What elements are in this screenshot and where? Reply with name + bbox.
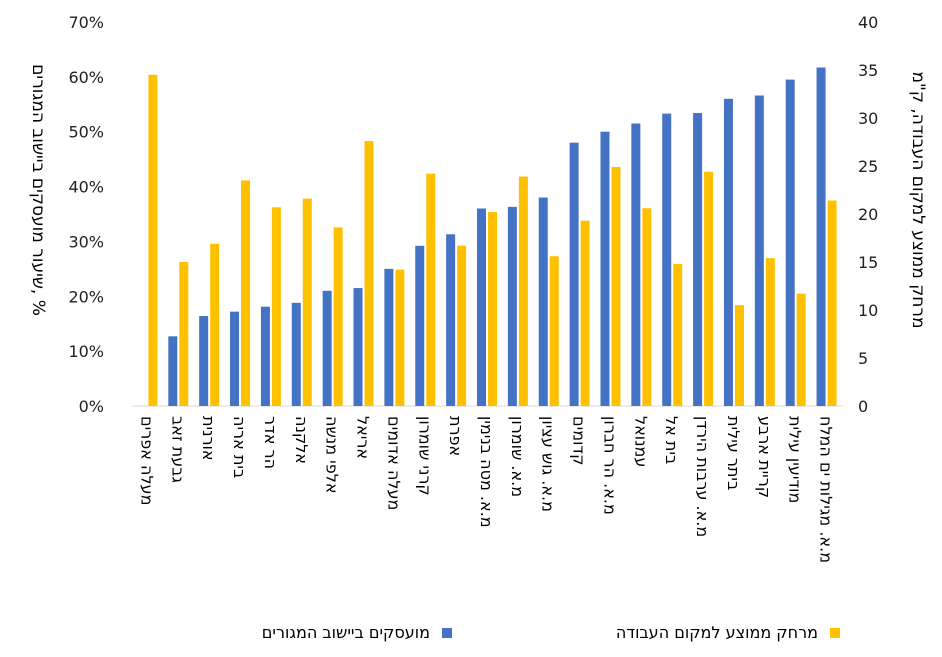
category-label: אריאל: [354, 416, 373, 459]
left-tick-label: 30%: [68, 232, 104, 251]
left-tick-label: 70%: [68, 13, 104, 32]
bar-employed: [230, 311, 240, 406]
category-label: אורנית: [199, 416, 218, 461]
bar-distance: [765, 258, 775, 406]
category-label: מעלה אדומים: [384, 416, 403, 510]
right-tick-label: 40: [858, 13, 878, 32]
bar-employed: [785, 79, 795, 406]
bar-distance: [642, 208, 652, 406]
bars: [148, 67, 837, 407]
category-label: בית אריה: [230, 416, 249, 478]
category-label: עמנואל: [631, 416, 650, 467]
bar-employed: [600, 131, 610, 406]
left-axis-ticks: 0% 10% 20% 30% 40% 50% 60% 70%: [68, 13, 104, 416]
bar-employed: [322, 290, 332, 406]
right-tick-label: 15: [858, 253, 878, 272]
bar-distance: [426, 173, 436, 406]
left-tick-label: 10%: [68, 342, 104, 361]
bar-distance: [704, 171, 714, 406]
right-tick-label: 10: [858, 301, 878, 320]
right-axis-ticks: 0 5 10 15 20 25 30 35 40: [858, 13, 878, 416]
bar-distance: [549, 256, 559, 406]
bar-distance: [179, 262, 189, 406]
left-tick-label: 0%: [79, 397, 104, 416]
bar-distance: [827, 200, 837, 406]
bar-distance: [241, 180, 251, 406]
left-tick-label: 60%: [68, 68, 104, 87]
bar-distance: [673, 263, 683, 406]
left-axis-title: שיעור מועסקים ביישוב המגורים, %: [28, 64, 48, 316]
bar-employed: [477, 208, 486, 406]
bar-distance: [333, 227, 343, 406]
right-tick-label: 0: [858, 397, 868, 416]
bar-distance: [488, 212, 497, 406]
bar-employed: [538, 197, 548, 406]
bar-distance: [611, 166, 621, 406]
right-tick-label: 35: [858, 61, 878, 80]
bar-distance: [271, 207, 281, 406]
category-label: מעלה אפרים: [137, 416, 156, 505]
bar-employed: [353, 288, 363, 406]
category-label: מ.א. מטה בנימין: [477, 416, 496, 528]
bar-distance: [734, 305, 744, 406]
right-tick-label: 30: [858, 109, 878, 128]
bar-employed: [384, 268, 394, 406]
bar-distance: [148, 74, 158, 407]
bar-distance: [210, 243, 220, 406]
bar-distance: [796, 293, 806, 406]
right-tick-label: 5: [858, 349, 868, 368]
bar-employed: [199, 316, 209, 406]
bar-distance: [395, 269, 405, 406]
bar-distance: [518, 176, 528, 406]
category-label: בית אל: [662, 416, 681, 464]
category-label: מודיעין עילית: [786, 416, 805, 503]
category-label: מ.א. הר חברון: [600, 416, 619, 515]
bar-employed: [693, 113, 703, 406]
bar-employed: [291, 302, 301, 406]
left-tick-label: 20%: [68, 287, 104, 306]
category-label: מ.א. מגילות ים המלח: [817, 416, 836, 563]
bar-employed: [260, 306, 270, 406]
category-label: אלקנה: [292, 416, 311, 464]
left-tick-label: 50%: [68, 123, 104, 142]
category-label: קרני שומרון: [415, 416, 434, 496]
legend-label-distance: מרחק ממוצע למקום העבודה: [616, 623, 818, 642]
category-label: מ.א. שומרון: [508, 416, 527, 497]
category-label: אפרת: [446, 416, 465, 456]
category-label: הר אדר: [261, 416, 280, 469]
bar-employed: [754, 95, 764, 406]
bar-distance: [364, 141, 374, 407]
right-tick-label: 20: [858, 205, 878, 224]
bar-distance: [457, 245, 467, 406]
category-label: אלפי מנשה: [323, 416, 342, 494]
category-label: קריית ארבע: [755, 416, 774, 498]
bar-employed: [569, 142, 579, 406]
right-axis-title: מרחק ממוצע למקום העבודה, ק"מ: [908, 72, 928, 329]
category-label: גבעת זאב: [168, 416, 187, 483]
bar-employed: [507, 206, 517, 406]
bar-employed: [446, 234, 456, 406]
bar-distance: [580, 220, 590, 406]
bar-distance: [302, 198, 312, 406]
legend: מועסקים ביישוב המגורים מרחק ממוצע למקום …: [262, 623, 840, 642]
left-tick-label: 40%: [68, 178, 104, 197]
right-tick-label: 25: [858, 157, 878, 176]
category-label: מ.א. ערבות הירדן: [693, 416, 712, 537]
bar-employed: [415, 245, 425, 406]
legend-swatch-employed: [442, 628, 452, 638]
legend-swatch-distance: [830, 628, 840, 638]
bar-employed: [723, 98, 733, 407]
bar-employed: [631, 123, 641, 406]
legend-label-employed: מועסקים ביישוב המגורים: [262, 623, 430, 642]
category-label: ביתר עילית: [724, 416, 743, 490]
category-label: מ.א. גוש עציון: [539, 416, 558, 512]
category-label: קדומים: [570, 416, 589, 466]
category-labels: מעלה אפרים גבעת זאב אורנית בית אריה הר אדר אל…: [137, 416, 835, 563]
bar-employed: [662, 113, 672, 407]
bar-employed: [168, 336, 178, 406]
bar-employed: [816, 67, 826, 406]
